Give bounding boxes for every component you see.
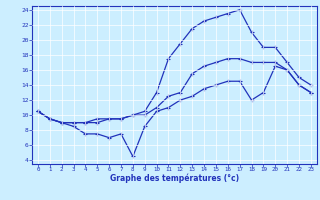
X-axis label: Graphe des températures (°c): Graphe des températures (°c): [110, 174, 239, 183]
